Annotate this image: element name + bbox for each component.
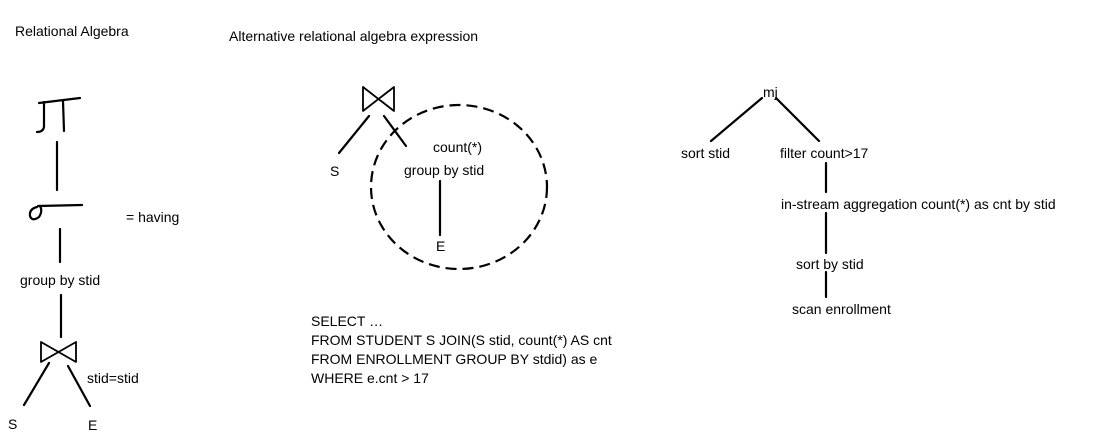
join-symbol-left	[40, 341, 77, 363]
sort-stid-label: sort stid	[681, 145, 731, 161]
projection-symbol	[35, 96, 82, 134]
left-tree-edges	[22, 140, 92, 408]
merge-join-label: mj	[763, 84, 778, 100]
join-symbol-middle	[362, 86, 395, 112]
subquery-circle	[369, 103, 549, 271]
having-label: = having	[126, 209, 180, 225]
left-title: Relational Algebra	[15, 23, 129, 39]
left-group-by-label: group by stid	[20, 272, 101, 288]
middle-leaf-s: S	[330, 163, 340, 179]
join-condition-label: stid=stid	[87, 370, 139, 386]
middle-title: Alternative relational algebra expressio…	[229, 28, 479, 44]
sql-query: SELECT … FROM STUDENT S JOIN(S stid, cou…	[311, 312, 612, 388]
sql-line: SELECT …	[311, 313, 384, 329]
left-leaf-s: S	[8, 416, 18, 432]
sql-line: WHERE e.cnt > 17	[311, 370, 429, 386]
filter-label: filter count>17	[780, 145, 869, 161]
sql-line: FROM ENROLLMENT GROUP BY stdid) as e	[311, 351, 598, 367]
scan-enrollment-label: scan enrollment	[792, 301, 891, 317]
count-label: count(*)	[433, 139, 483, 155]
aggregation-label: in-stream aggregation count(*) as cnt by…	[781, 196, 1056, 212]
right-tree-edges	[709, 96, 828, 299]
sql-line: FROM STUDENT S JOIN(S stid, count(*) AS …	[311, 332, 612, 348]
selection-symbol	[28, 203, 84, 221]
middle-leaf-e: E	[436, 238, 446, 254]
left-leaf-e: E	[88, 417, 98, 433]
sort-by-stid-label: sort by stid	[796, 256, 864, 272]
middle-group-by-label: group by stid	[404, 162, 485, 178]
